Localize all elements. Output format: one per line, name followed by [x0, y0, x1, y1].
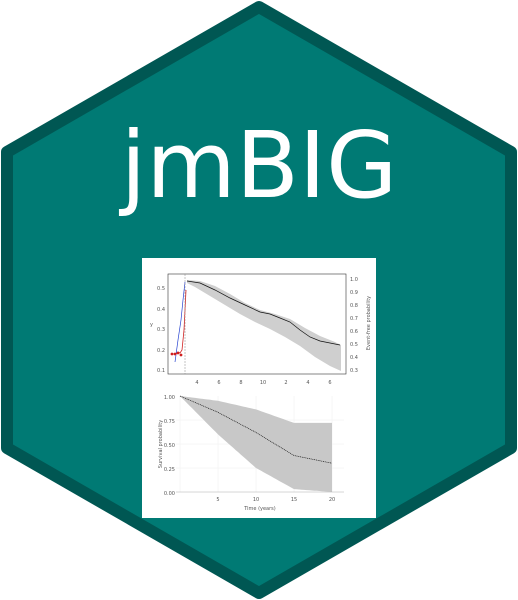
top-xtick: 8 — [239, 380, 242, 386]
bottom-x-ticks: 5 10 15 20 — [216, 497, 335, 503]
top-xtick: 4 — [195, 380, 198, 386]
top-xtick: 6 — [217, 380, 220, 386]
top-y2tick: 0.5 — [350, 342, 358, 348]
bottom-y-ticks: 1.00 0.75 0.50 0.25 0.00 — [164, 395, 175, 497]
top-ylabel: y — [150, 322, 153, 328]
logo-title: jmBIG — [119, 112, 398, 219]
bottom-ytick: 0.00 — [164, 491, 175, 497]
top-y2tick: 0.3 — [350, 368, 358, 374]
top-xtick: 2 — [284, 380, 287, 386]
bottom-xtick: 10 — [253, 497, 259, 503]
top-ytick: 0.1 — [157, 368, 165, 374]
bottom-ytick: 0.25 — [164, 467, 175, 473]
top-ytick: 0.5 — [157, 286, 165, 292]
top-red-points — [170, 351, 183, 357]
top-plot-frame — [167, 273, 347, 375]
top-trajectory-blue — [174, 281, 186, 363]
top-x-ticks: 4 6 8 10 2 4 6 — [195, 380, 331, 386]
top-y2tick: 0.8 — [350, 303, 358, 309]
top-ytick: 0.4 — [157, 307, 165, 313]
top-ytick: 0.3 — [157, 327, 165, 333]
top-plot: 0.5 0.4 0.3 0.2 0.1 y 4 6 8 10 2 4 6 1.0… — [150, 273, 372, 386]
top-y2-ticks: 1.0 0.9 0.8 0.7 0.6 0.5 0.4 0.3 — [350, 277, 358, 374]
bottom-ylabel: Survival probability — [158, 420, 164, 468]
top-xtick: 10 — [260, 380, 266, 386]
top-y2label: Event-free probability — [366, 296, 372, 350]
top-confidence-band — [187, 280, 341, 371]
bottom-ytick: 1.00 — [164, 395, 175, 401]
top-xtick: 4 — [306, 380, 309, 386]
top-xtick: 6 — [328, 380, 331, 386]
bottom-xtick: 20 — [329, 497, 335, 503]
bottom-ytick: 0.50 — [164, 443, 175, 449]
bottom-xtick: 5 — [216, 497, 219, 503]
bottom-plot: 1.00 0.75 0.50 0.25 0.00 5 10 15 20 Surv… — [158, 395, 344, 512]
top-y2tick: 1.0 — [350, 277, 358, 283]
plot-panel — [142, 258, 376, 518]
top-y-ticks: 0.5 0.4 0.3 0.2 0.1 — [157, 286, 165, 374]
bottom-ytick: 0.75 — [164, 419, 175, 425]
top-ytick: 0.2 — [157, 348, 165, 354]
top-survival-line — [186, 280, 341, 346]
bottom-survival-line — [179, 395, 333, 464]
top-y2tick: 0.9 — [350, 290, 358, 296]
top-y2tick: 0.6 — [350, 329, 358, 335]
bottom-xtick: 15 — [291, 497, 297, 503]
top-y2tick: 0.7 — [350, 316, 358, 322]
bottom-xlabel: Time (years) — [243, 506, 276, 512]
top-y2tick: 0.4 — [350, 355, 358, 361]
bottom-confidence-band — [180, 396, 332, 492]
